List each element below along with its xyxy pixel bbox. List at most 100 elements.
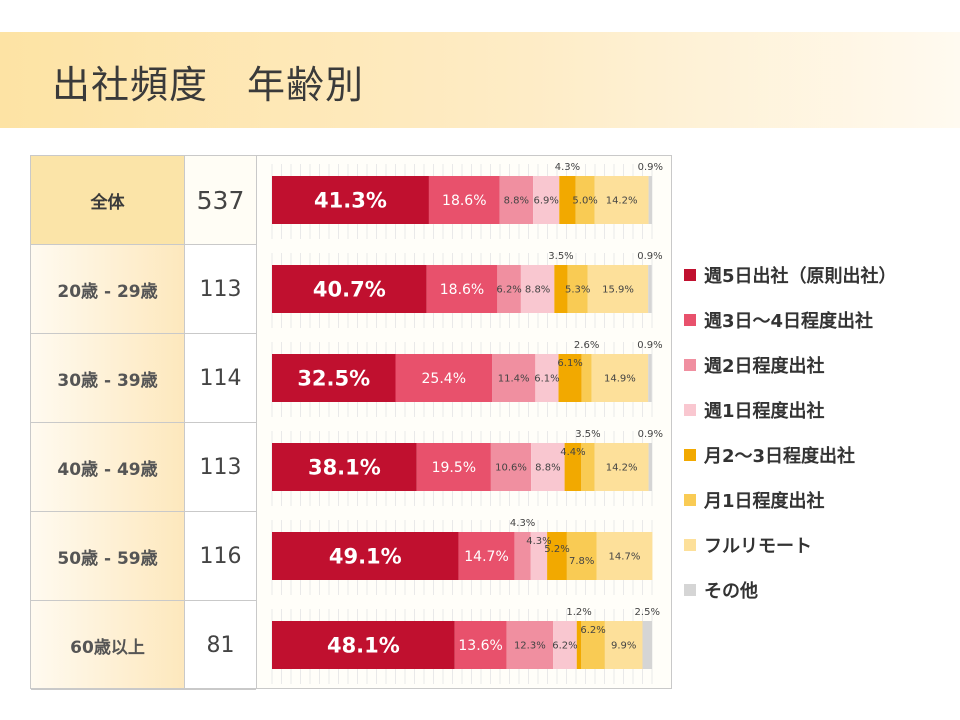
bar-segment (564, 443, 582, 491)
legend-item: 週3日〜4日程度出社 (684, 297, 954, 342)
bar-segment (554, 265, 568, 313)
legend-label: フルリモート (704, 535, 812, 557)
bar-segment (559, 176, 576, 224)
data-label: 38.1% (308, 456, 381, 480)
bar-segment (547, 532, 567, 580)
data-label: 14.7% (609, 552, 641, 563)
legend-item: その他 (684, 567, 954, 612)
data-label: 14.7% (464, 549, 508, 565)
bar-segment (566, 532, 597, 580)
data-label: 41.3% (314, 189, 387, 213)
data-label: 15.9% (602, 285, 634, 296)
bar-segment (428, 176, 500, 224)
bar-segment (426, 265, 498, 313)
page-title: 出社頻度 年齢別 (52, 63, 365, 107)
legend-item: 週5日出社（原則出社） (684, 252, 954, 297)
legend-swatch (684, 538, 696, 551)
bar-segment (587, 265, 649, 313)
bar-segment (530, 532, 548, 580)
table-divider (184, 155, 185, 689)
bar-segment (272, 532, 459, 580)
data-label: 10.6% (495, 463, 527, 474)
legend-swatch (684, 583, 696, 596)
table-divider (256, 155, 257, 689)
bar-segment (454, 621, 507, 669)
data-label: 14.9% (604, 374, 636, 385)
legend-label: 週5日出社（原則出社） (704, 265, 897, 287)
data-label: 14.2% (606, 463, 638, 474)
data-label: 3.5% (548, 251, 573, 262)
row-sample-size: 81 (184, 601, 256, 690)
legend-label: その他 (704, 580, 758, 602)
bar-segment (581, 621, 605, 669)
data-label: 3.5% (575, 429, 600, 440)
bar-segment (514, 532, 531, 580)
legend-swatch (684, 313, 696, 326)
data-label: 2.6% (574, 340, 599, 351)
legend-label: 月1日程度出社 (704, 490, 825, 512)
bar-segment (575, 176, 595, 224)
bar-segment (499, 176, 534, 224)
legend-label: 週3日〜4日程度出社 (704, 310, 874, 332)
legend-swatch (684, 403, 696, 416)
bar-segment (531, 443, 565, 491)
legend-swatch (684, 493, 696, 506)
data-label: 19.5% (432, 460, 476, 476)
data-label: 6.2% (552, 641, 577, 652)
data-label: 6.9% (533, 196, 558, 207)
bar-segment (642, 621, 652, 669)
data-label: 5.3% (565, 285, 590, 296)
bar-segment (648, 265, 652, 313)
bar-segment (594, 176, 649, 224)
bar-segment (581, 443, 595, 491)
data-label: 32.5% (297, 367, 370, 391)
bar-segment (272, 443, 417, 491)
data-label: 8.8% (504, 196, 529, 207)
data-label: 12.3% (514, 641, 546, 652)
legend-swatch (684, 448, 696, 461)
title-band (0, 32, 960, 128)
row-label: 30歳 - 39歳 (31, 334, 184, 423)
bar-segment (416, 443, 491, 491)
data-label: 1.2% (566, 607, 591, 618)
row-sample-size: 116 (184, 512, 256, 601)
data-label: 11.4% (498, 374, 530, 385)
bar-segment (648, 443, 652, 491)
bar-segment (591, 354, 649, 402)
data-label: 6.2% (580, 625, 605, 636)
data-label: 14.2% (606, 196, 638, 207)
data-label: 4.3% (510, 518, 535, 529)
bar-segment (581, 354, 592, 402)
bar-segment (648, 354, 652, 402)
data-label: 48.1% (327, 634, 400, 658)
data-label: 4.4% (560, 447, 585, 458)
data-label: 0.9% (638, 162, 663, 173)
bar-segment (535, 354, 559, 402)
bar-segment (272, 354, 396, 402)
data-label: 8.8% (525, 285, 550, 296)
legend-label: 月2〜3日程度出社 (704, 445, 856, 467)
legend-swatch (684, 268, 696, 281)
row-label: 20歳 - 29歳 (31, 245, 184, 334)
bar-segment (648, 176, 652, 224)
bar-segment (395, 354, 493, 402)
data-label: 9.9% (611, 641, 636, 652)
bar-segment (533, 176, 560, 224)
legend-item: 週1日程度出社 (684, 387, 954, 432)
data-label: 6.2% (496, 285, 521, 296)
data-label: 6.1% (534, 374, 559, 385)
data-label: 4.3% (526, 536, 551, 547)
data-label: 5.2% (544, 544, 569, 555)
legend-swatch (684, 358, 696, 371)
bar-segment (558, 354, 582, 402)
row-label: 60歳以上 (31, 601, 184, 690)
data-label: 25.4% (422, 371, 466, 387)
bar-segment (272, 176, 429, 224)
legend-item: フルリモート (684, 522, 954, 567)
row-sample-size: 114 (184, 334, 256, 423)
legend-label: 週2日程度出社 (704, 355, 825, 377)
bar-segment (567, 265, 588, 313)
data-label: 18.6% (442, 193, 486, 209)
data-label: 40.7% (313, 278, 386, 302)
